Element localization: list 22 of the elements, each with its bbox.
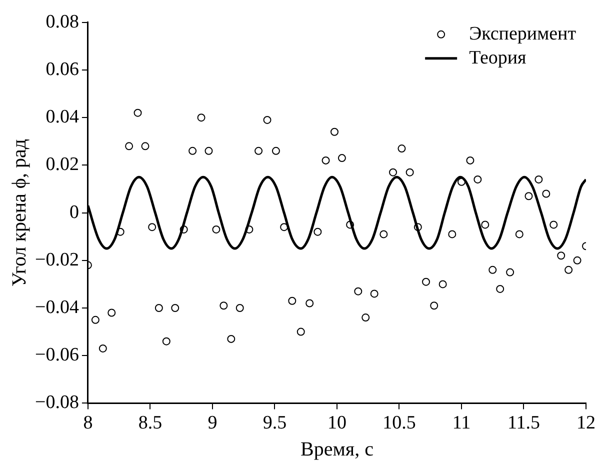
y-tick-label: 0.08	[46, 11, 79, 32]
y-axis-title: Угол крена ϕ, рад	[8, 139, 30, 287]
y-tick-label: 0	[69, 202, 79, 223]
x-axis-title: Время, с	[300, 438, 374, 460]
x-tick-label: 8	[83, 412, 93, 434]
y-tick-label: −0.08	[34, 392, 79, 414]
y-tick-label: −0.06	[34, 344, 79, 366]
legend-label: Теория	[469, 47, 527, 68]
x-tick-label: 11.5	[507, 412, 540, 434]
x-tick-label: 10	[327, 412, 346, 434]
x-tick-label: 12	[576, 412, 596, 434]
x-tick-label: 8.5	[138, 412, 162, 434]
x-tick-label: 11	[452, 412, 471, 434]
y-tick-label: 0.02	[46, 154, 79, 176]
y-tick-label: −0.02	[34, 249, 79, 270]
y-tick-label: 0.04	[46, 106, 80, 128]
x-tick-label: 9.5	[262, 412, 287, 434]
x-tick-label: 9	[208, 412, 218, 434]
legend-label: Эксперимент	[469, 23, 577, 44]
y-tick-label: 0.06	[46, 58, 79, 80]
x-tick-label: 10.5	[382, 412, 416, 434]
y-tick-label: −0.04	[34, 296, 80, 318]
